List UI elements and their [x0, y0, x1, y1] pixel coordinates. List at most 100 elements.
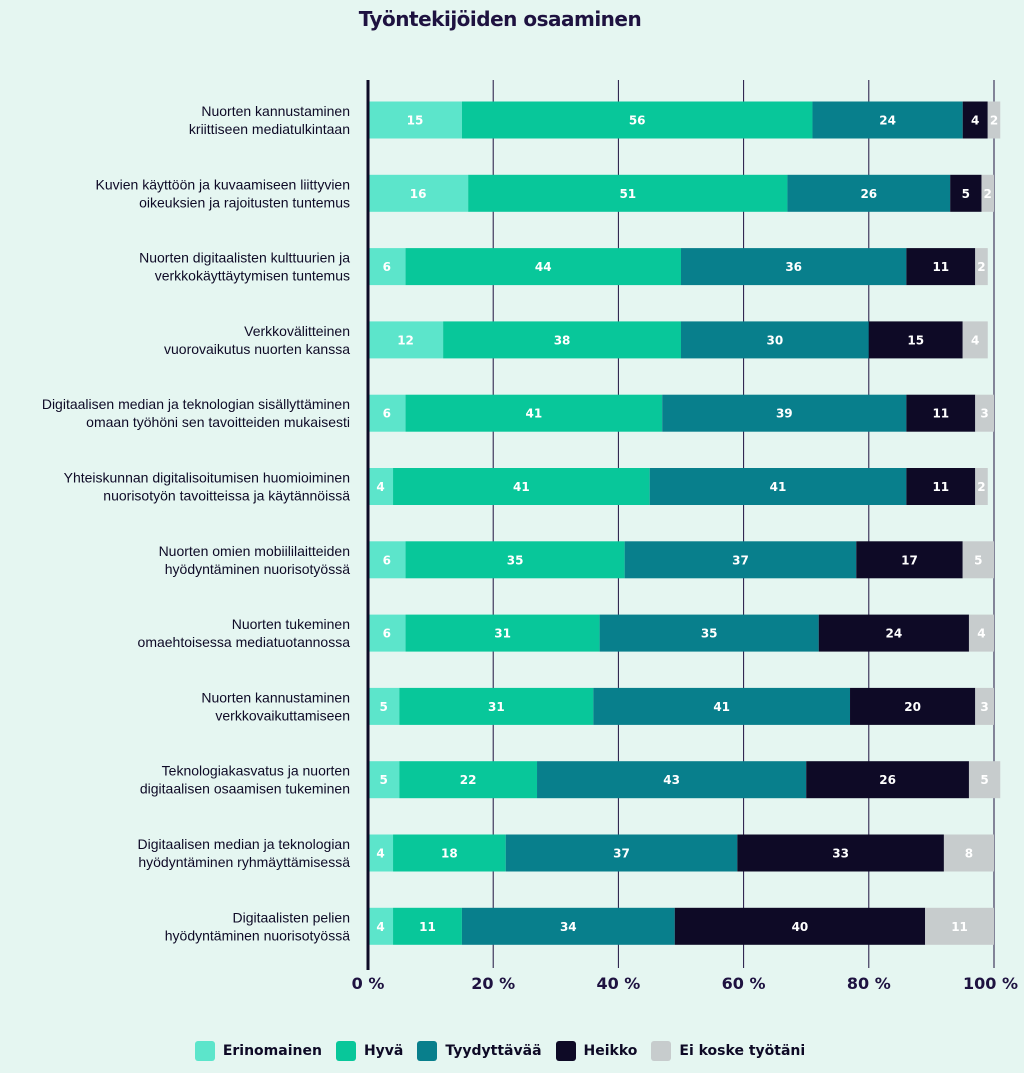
bar-segment-heikko [906, 248, 976, 286]
bar-segment-ei-koske-työtäni [987, 101, 1001, 139]
bar-segment-tyydyttävää [681, 248, 907, 286]
data-label: 33 [832, 847, 849, 861]
bar-segment-ei-koske-työtäni [925, 907, 994, 945]
stacked-bar-chart: Nuorten kannustaminen kriittiseen mediatu… [42, 80, 1018, 993]
legend-item: Ei koske työtäni [651, 1041, 805, 1061]
bar-segment-hyvä [405, 541, 625, 579]
legend: Erinomainen Hyvä Tyydyttävää Heikko Ei koske… [0, 1041, 1000, 1061]
x-tick-label: 0 % [352, 974, 385, 993]
bar-segment-hyvä [399, 761, 538, 799]
bar-segment-ei-koske-työtäni [981, 174, 994, 212]
data-label: 41 [513, 480, 530, 494]
data-label: 24 [879, 114, 896, 128]
data-label: 4 [971, 114, 979, 128]
bar-segment-tyydyttävää [461, 907, 675, 945]
data-label: 5 [980, 773, 988, 787]
data-label: 8 [965, 847, 973, 861]
x-tick-label: 20 % [471, 974, 515, 993]
data-label: 5 [962, 187, 970, 201]
bar-segment-ei-koske-työtäni [962, 541, 994, 579]
bar-segment-hyvä [393, 468, 650, 505]
data-label: 5 [379, 700, 387, 714]
bar-segment-erinomainen [368, 907, 394, 945]
bar-segment-heikko [818, 614, 969, 652]
bar-segment-heikko [856, 541, 963, 579]
bar-segment-heikko [806, 761, 969, 799]
bar-segment-heikko [906, 394, 976, 432]
data-label: 11 [932, 480, 949, 494]
bar-segment-ei-koske-työtäni [975, 394, 994, 432]
legend-item: Heikko [555, 1041, 638, 1061]
bar-segment-erinomainen [368, 614, 406, 652]
bar-segment-hyvä [393, 907, 462, 945]
data-label: 22 [460, 773, 477, 787]
bar-segment-hyvä [443, 321, 681, 359]
category-label: Digitaalisen median ja teknologian sisäl… [42, 396, 350, 430]
data-label: 4 [977, 627, 985, 641]
data-label: 41 [713, 700, 730, 714]
data-label: 38 [554, 333, 571, 347]
bar-segment-tyydyttävää [593, 687, 851, 725]
data-label: 3 [980, 407, 988, 421]
data-label: 4 [971, 333, 979, 347]
data-label: 37 [613, 847, 630, 861]
data-label: 2 [990, 114, 998, 128]
bar-segment-heikko [868, 321, 963, 359]
bar-segment-heikko [906, 468, 976, 505]
legend-swatch [651, 1041, 672, 1061]
bar-segment-erinomainen [368, 834, 394, 872]
category-label: Nuorten digitaalisten kulttuurien ja verk… [139, 250, 350, 284]
data-label: 2 [977, 260, 985, 274]
bar-segment-tyydyttävää [649, 468, 907, 505]
bar-segment-hyvä [405, 248, 681, 286]
data-label: 41 [770, 480, 787, 494]
category-label: Nuorten omien mobiililaitteiden hyödyntäm… [159, 543, 351, 577]
data-label: 11 [932, 260, 949, 274]
data-label: 26 [860, 187, 877, 201]
category-label: Digitaalisten pelien hyödyntäminen nuoris… [165, 909, 350, 943]
data-label: 11 [932, 407, 949, 421]
data-label: 5 [379, 773, 387, 787]
legend-swatch [194, 1041, 215, 1061]
bar-segment-tyydyttävää [624, 541, 857, 579]
bar-segment-tyydyttävää [537, 761, 807, 799]
data-label: 44 [535, 260, 552, 274]
data-label: 43 [663, 773, 680, 787]
bar-segment-ei-koske-työtäni [968, 761, 1001, 799]
data-label: 24 [885, 627, 902, 641]
data-label: 3 [980, 700, 988, 714]
bar-segment-heikko [962, 101, 988, 139]
bar-segment-tyydyttävää [787, 174, 951, 212]
data-label: 15 [407, 114, 424, 128]
legend-swatch [335, 1041, 356, 1061]
legend-label: Heikko [583, 1043, 638, 1059]
data-label: 5 [974, 553, 982, 567]
bar-segment-erinomainen [368, 174, 469, 212]
bar-segment-erinomainen [368, 248, 406, 286]
bar-segment-tyydyttävää [505, 834, 738, 872]
bar-segment-hyvä [461, 101, 813, 139]
data-label: 41 [526, 407, 543, 421]
data-label: 34 [560, 920, 577, 934]
data-label: 15 [907, 333, 924, 347]
bar-segment-ei-koske-työtäni [975, 468, 988, 505]
data-label: 35 [701, 627, 718, 641]
data-label: 56 [629, 114, 646, 128]
bar-segment-tyydyttävää [599, 614, 819, 652]
data-label: 2 [977, 480, 985, 494]
data-label: 12 [397, 333, 414, 347]
legend-swatch [417, 1041, 438, 1061]
x-tick-label: 80 % [847, 974, 891, 993]
category-label: Teknologiakasvatus ja nuorten digitaalise… [140, 763, 350, 797]
data-label: 18 [441, 847, 458, 861]
category-label: Nuorten kannustaminen kriittiseen mediatu… [189, 103, 350, 137]
bar-segment-heikko [850, 687, 976, 725]
data-label: 2 [984, 187, 992, 201]
x-tick-label: 60 % [722, 974, 766, 993]
legend-label: Erinomainen [222, 1043, 322, 1059]
bar-segment-erinomainen [368, 468, 394, 505]
bar-segment-erinomainen [368, 761, 400, 799]
bar-segment-erinomainen [368, 101, 462, 139]
bar-segment-heikko [737, 834, 944, 872]
category-label: Digitaalisen median ja teknologian hyödyn… [138, 836, 351, 870]
